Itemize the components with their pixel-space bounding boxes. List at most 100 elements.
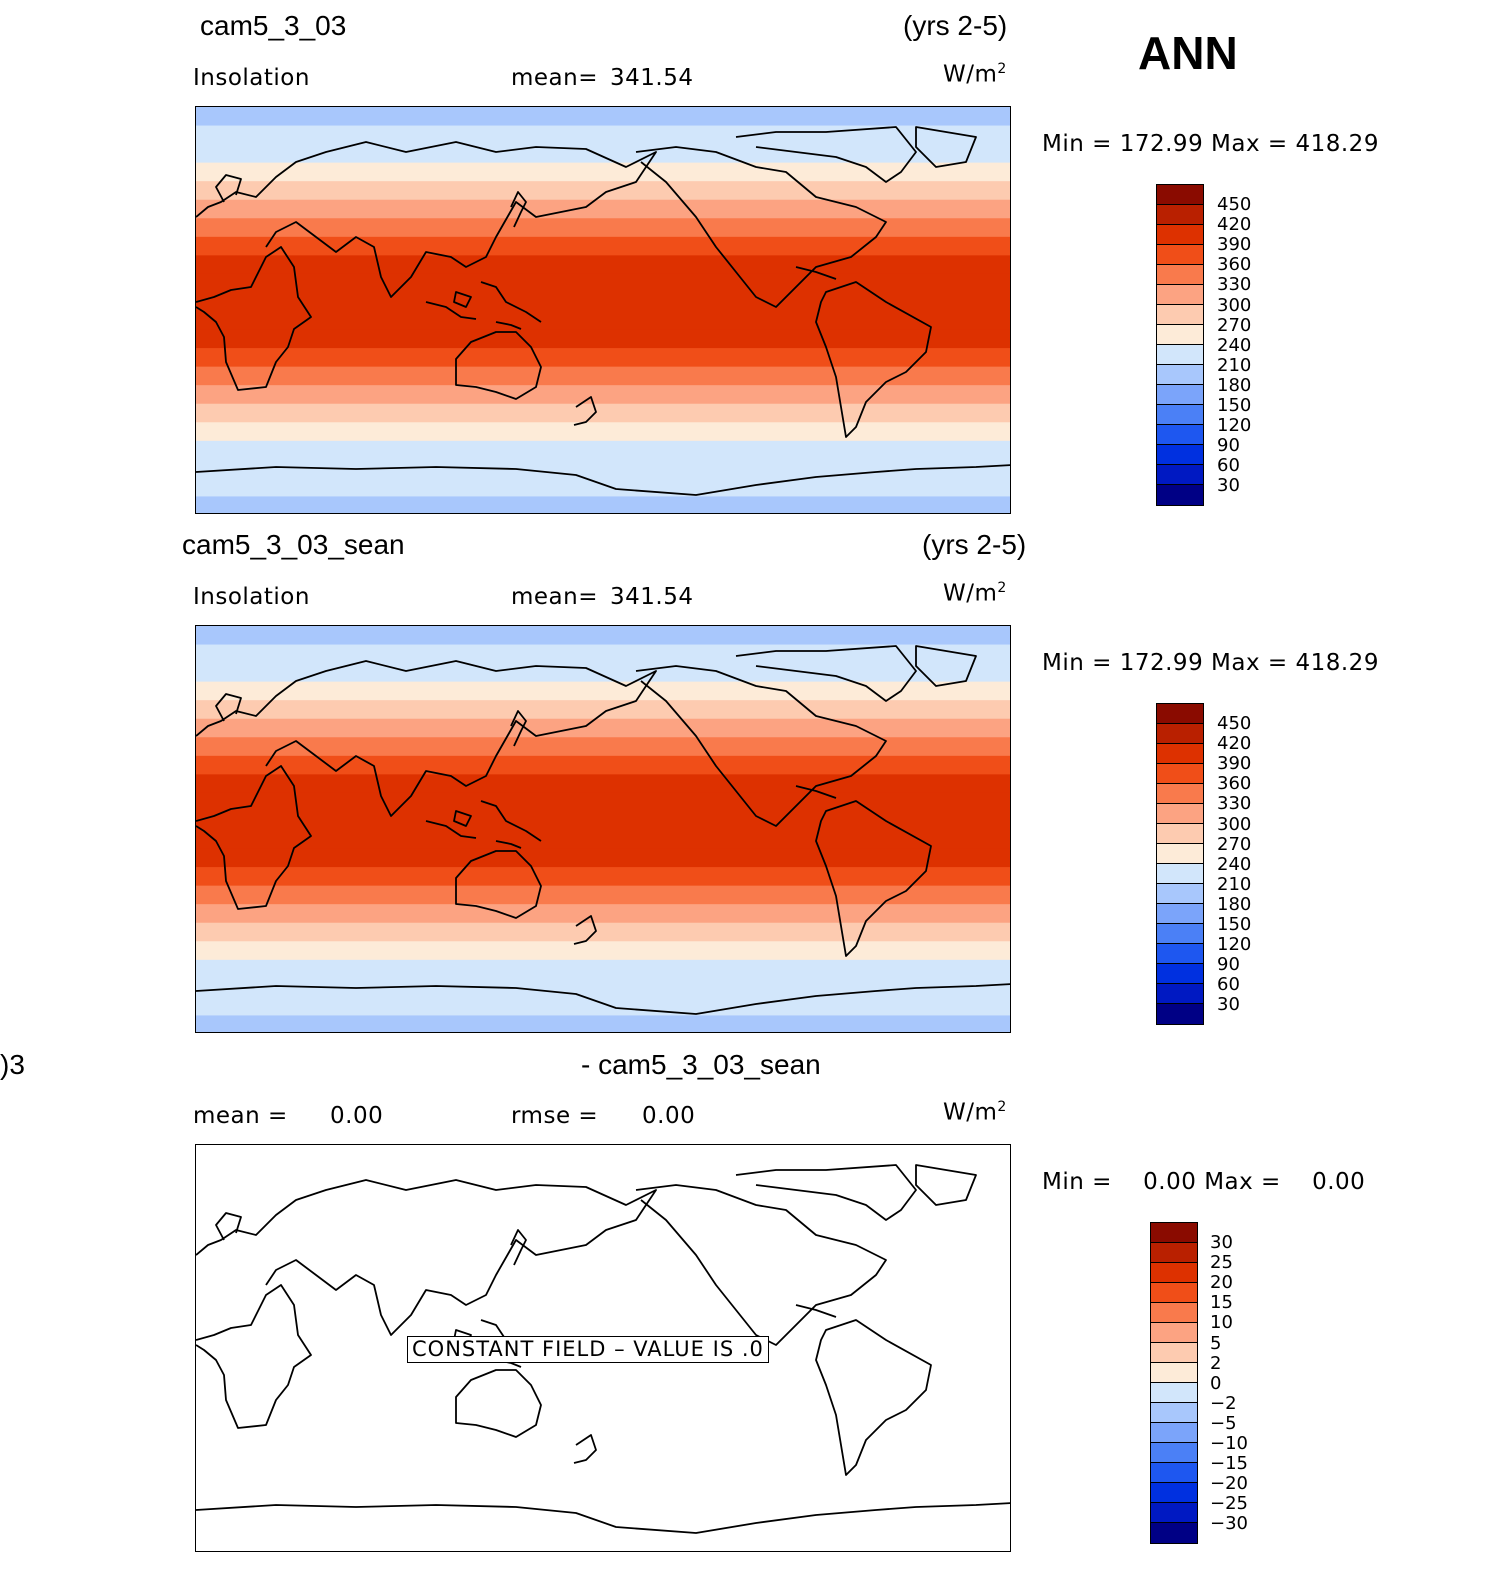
- colorbar-segment: [1157, 844, 1203, 864]
- units-label: W/m2: [943, 1099, 1007, 1126]
- contour-band: [196, 718, 1010, 738]
- colorbar-tick-label: 330: [1217, 793, 1252, 815]
- colorbar-tick-label: 360: [1217, 254, 1252, 276]
- colorbar-segment: [1157, 185, 1203, 205]
- colorbar-segment: [1151, 1243, 1197, 1263]
- colorbar-segment: [1157, 265, 1203, 285]
- years-label: (yrs 2-5): [903, 10, 1008, 41]
- contour-band: [196, 422, 1010, 442]
- colorbar-segment: [1157, 225, 1203, 245]
- colorbar-segment: [1157, 285, 1203, 305]
- units-label: W/m2: [943, 580, 1007, 607]
- mean-value: 0.00: [330, 1103, 384, 1129]
- colorbar-segment: [1157, 365, 1203, 385]
- field-name: Insolation: [193, 65, 310, 91]
- contour-band: [196, 941, 1010, 961]
- contour-band: [196, 292, 1010, 312]
- colorbar: [1156, 703, 1204, 1025]
- contour-band: [196, 311, 1010, 331]
- min-max-stats: Min = 172.99 Max = 418.29: [1042, 650, 1379, 676]
- colorbar-tick-label: 90: [1217, 435, 1240, 457]
- colorbar-segment: [1151, 1283, 1197, 1303]
- colorbar-segment: [1151, 1303, 1197, 1323]
- contour-band: [196, 125, 1010, 145]
- colorbar-segment: [1157, 784, 1203, 804]
- rmse-value: 0.00: [642, 1103, 696, 1129]
- insolation-map: [195, 106, 1011, 514]
- colorbar-tick-label: −20: [1210, 1473, 1248, 1495]
- colorbar-segment: [1151, 1443, 1197, 1463]
- colorbar-tick-label: 240: [1217, 334, 1252, 356]
- contour-band: [196, 792, 1010, 813]
- contour-band: [196, 848, 1010, 868]
- colorbar-segment: [1157, 425, 1203, 445]
- contour-band: [196, 366, 1010, 386]
- colorbar-segment: [1157, 904, 1203, 924]
- contour-band: [196, 385, 1010, 405]
- colorbar-segment: [1151, 1363, 1197, 1383]
- colorbar-tick-label: −10: [1210, 1433, 1248, 1454]
- contour-band: [196, 348, 1010, 368]
- units-label: W/m2: [943, 61, 1007, 88]
- colorbar: [1156, 184, 1204, 506]
- contour-band: [196, 273, 1010, 294]
- colorbar: [1150, 1222, 1198, 1544]
- colorbar-tick-label: 30: [1210, 1232, 1233, 1253]
- colorbar-segment: [1157, 205, 1203, 225]
- colorbar-segment: [1151, 1323, 1197, 1343]
- colorbar-segment: [1157, 385, 1203, 405]
- contour-band: [196, 218, 1010, 238]
- colorbar-segment: [1157, 884, 1203, 904]
- contour-band: [196, 626, 1010, 646]
- contour-band: [196, 255, 1010, 275]
- colorbar-segment: [1151, 1423, 1197, 1443]
- colorbar-segment: [1157, 245, 1203, 265]
- colorbar-tick-label: 300: [1217, 813, 1252, 835]
- contour-band: [196, 236, 1010, 256]
- colorbar-tick-label: 0: [1210, 1372, 1222, 1394]
- colorbar-tick-label: 210: [1217, 873, 1252, 895]
- min-max-stats: Min = 172.99 Max = 418.29: [1042, 131, 1379, 157]
- colorbar-segment: [1157, 405, 1203, 425]
- colorbar-segment: [1157, 984, 1203, 1004]
- colorbar-segment: [1157, 924, 1203, 944]
- colorbar-segment: [1151, 1503, 1197, 1523]
- contour-band: [196, 978, 1010, 998]
- colorbar-tick-label: 180: [1217, 893, 1252, 915]
- colorbar-tick-label: 390: [1217, 753, 1252, 775]
- mean-label: mean=: [511, 65, 598, 91]
- mean-value: 341.54: [610, 584, 694, 610]
- colorbar-segment: [1157, 724, 1203, 744]
- rmse-label: rmse =: [511, 1103, 599, 1129]
- colorbar-tick-label: 450: [1217, 194, 1252, 215]
- colorbar-segment: [1151, 1523, 1197, 1543]
- mean-label: mean =: [193, 1103, 288, 1129]
- colorbar-segment: [1157, 964, 1203, 984]
- contour-band: [196, 663, 1010, 683]
- contour-band: [196, 737, 1010, 757]
- colorbar-segment: [1151, 1483, 1197, 1503]
- colorbar-tick-label: 270: [1217, 833, 1252, 855]
- colorbar-segment: [1157, 485, 1203, 505]
- colorbar-tick-label: −2: [1210, 1392, 1237, 1414]
- contour-band: [196, 440, 1010, 460]
- colorbar-segment: [1157, 345, 1203, 365]
- colorbar-segment: [1151, 1263, 1197, 1283]
- contour-band: [196, 644, 1010, 664]
- contour-band: [196, 199, 1010, 219]
- contour-bands: [196, 107, 1010, 513]
- contour-band: [196, 922, 1010, 942]
- map-svg: [196, 626, 1010, 1032]
- contour-band: [196, 811, 1010, 831]
- insolation-map: [195, 625, 1011, 1033]
- colorbar-tick-label: 120: [1217, 415, 1252, 437]
- contour-band: [196, 459, 1010, 479]
- colorbar-segment: [1157, 1004, 1203, 1024]
- contour-band: [196, 144, 1010, 164]
- colorbar-tick-label: 20: [1210, 1272, 1233, 1294]
- colorbar-segment: [1157, 305, 1203, 325]
- contour-band: [196, 996, 1010, 1017]
- colorbar-tick-label: 270: [1217, 314, 1252, 336]
- contour-band: [196, 774, 1010, 794]
- colorbar-tick-label: 60: [1217, 455, 1240, 477]
